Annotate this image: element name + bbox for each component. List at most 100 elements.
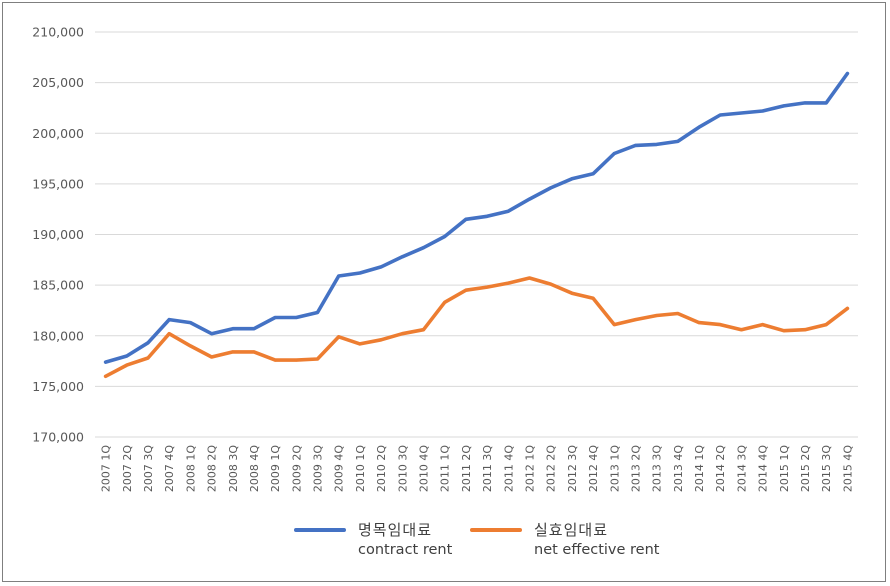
series-1-point [210, 332, 214, 336]
x-tick-label: 2011 1Q [439, 445, 452, 492]
series-line-1 [103, 71, 850, 364]
series-2-point [676, 312, 680, 315]
series-1-point [824, 101, 828, 105]
series-1-point [676, 139, 680, 143]
series-1-point [803, 101, 807, 105]
series-2-point [273, 358, 277, 362]
series-2-point [506, 281, 510, 285]
series-1-point [549, 186, 553, 190]
x-tick-label: 2015 4Q [841, 445, 854, 492]
series-2-point [634, 318, 637, 322]
x-tick-label: 2010 3Q [396, 445, 409, 492]
series-2-point [612, 323, 616, 327]
x-tick-label: 2009 4Q [333, 445, 346, 492]
series-2-point [845, 306, 849, 310]
series-2-point [655, 314, 659, 317]
x-tick-label: 2007 1Q [100, 445, 113, 492]
series-2-point [400, 332, 404, 336]
y-tick-label: 205,000 [32, 75, 84, 90]
series-1-point [718, 113, 722, 117]
series-2-point [188, 344, 192, 348]
series-2-point [167, 332, 171, 336]
series-2-point [782, 329, 786, 333]
x-tick-label: 2015 3Q [820, 445, 833, 492]
series-2-point [146, 356, 150, 360]
series-2-point [718, 323, 722, 327]
y-tick-label: 190,000 [32, 227, 84, 242]
x-tick-label: 2015 2Q [799, 445, 812, 492]
series-1-point [845, 72, 849, 75]
y-tick-label: 195,000 [32, 176, 84, 191]
legend-label-english: net effective rent [534, 542, 660, 558]
legend-label-korean: 실효임대료 [534, 521, 609, 539]
x-tick-label: 2014 1Q [693, 445, 706, 492]
series-1-point [146, 341, 150, 345]
series-1-point [294, 316, 298, 319]
series-1-point [337, 274, 341, 278]
x-tick-label: 2011 3Q [481, 445, 494, 492]
series-1-point [104, 360, 108, 364]
x-tick-label: 2008 2Q [206, 445, 219, 492]
series-2-point [294, 358, 298, 362]
x-tick-label: 2008 1Q [184, 445, 197, 492]
x-tick-label: 2010 1Q [354, 445, 367, 492]
y-tick-label: 185,000 [32, 278, 84, 293]
series-2-point [443, 300, 447, 304]
legend-swatch-blue [294, 528, 346, 532]
x-tick-label: 2010 4Q [418, 445, 431, 492]
x-tick-label: 2008 3Q [227, 445, 240, 492]
series-1-point [273, 316, 277, 319]
series-1-point [422, 246, 425, 250]
series-1-point [167, 318, 171, 322]
series-1-point [252, 327, 256, 331]
series-1-point [591, 172, 595, 176]
series-2-point [125, 363, 129, 367]
series-2-point [824, 323, 828, 327]
x-tick-label: 2014 2Q [714, 445, 727, 492]
series-2-point [210, 355, 214, 359]
series-2-point [379, 338, 383, 342]
series-2-point [697, 321, 701, 325]
x-tick-label: 2010 2Q [375, 445, 388, 492]
series-1-point [125, 354, 129, 358]
series-2-point [337, 335, 341, 339]
x-tick-label: 2012 1Q [523, 445, 536, 492]
series-2-point [528, 276, 531, 280]
series-1-point [782, 104, 786, 108]
series-1-point [506, 209, 510, 213]
x-tick-label: 2012 2Q [545, 445, 558, 492]
y-axis: 170,000 175,000 180,000 185,000 190,000 195,0… [32, 25, 84, 445]
x-tick-label: 2014 4Q [757, 445, 770, 492]
series-2-point [549, 282, 553, 286]
series-2-point [570, 291, 574, 295]
x-tick-label: 2012 4Q [587, 445, 600, 492]
x-tick-label: 2015 1Q [778, 445, 791, 492]
series-2-point [761, 323, 765, 327]
x-axis: 2007 1Q 2007 2Q 2007 3Q 2007 4Q 2008 1Q 2008 … [100, 445, 855, 492]
series-1-point [739, 111, 743, 115]
x-tick-label: 2011 2Q [460, 445, 473, 492]
series-1-point [464, 217, 468, 221]
x-tick-label: 2013 1Q [608, 445, 621, 492]
y-tick-label: 200,000 [32, 126, 84, 141]
gridlines [95, 31, 858, 438]
x-tick-label: 2013 2Q [629, 445, 642, 492]
series-1-point [528, 197, 531, 201]
series-line-2 [103, 276, 850, 379]
x-tick-label: 2012 3Q [566, 445, 579, 492]
series-1-point [612, 152, 616, 155]
y-tick-label: 175,000 [32, 379, 84, 394]
series-2-point [231, 350, 235, 354]
x-tick-label: 2007 3Q [142, 445, 155, 492]
series-1-point [485, 214, 489, 218]
x-tick-label: 2009 2Q [290, 445, 303, 492]
series-2-point [485, 285, 489, 289]
series-1-point [634, 143, 637, 147]
series-2-point [591, 296, 595, 300]
x-tick-label: 2008 4Q [248, 445, 261, 492]
x-tick-label: 2007 2Q [121, 445, 134, 492]
y-tick-label: 170,000 [32, 430, 84, 445]
series-1-point [400, 255, 404, 259]
series-2-point [803, 328, 807, 332]
